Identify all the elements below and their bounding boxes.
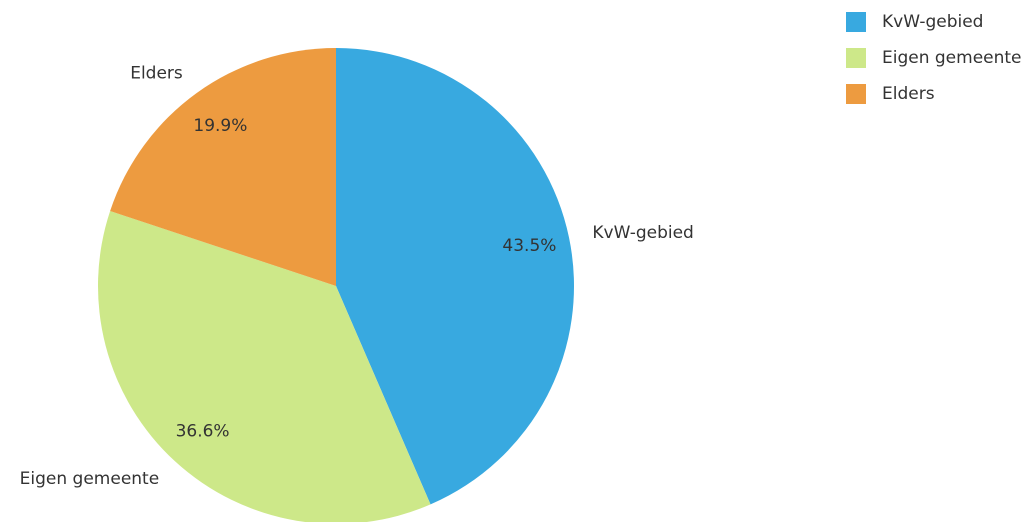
legend-swatch — [846, 84, 866, 104]
pie-slice — [336, 48, 575, 505]
slice-value-label: 36.6% — [176, 422, 230, 442]
slice-category-label: KvW-gebied — [592, 223, 693, 243]
pie-slice — [97, 211, 431, 522]
legend-label: KvW-gebied — [882, 12, 983, 32]
legend-swatch — [846, 48, 866, 68]
slice-category-label: Elders — [130, 64, 183, 84]
legend-label: Eigen gemeente — [882, 48, 1022, 68]
legend-label: Elders — [882, 84, 935, 104]
slice-value-label: 19.9% — [193, 116, 247, 136]
pie-slice — [110, 48, 337, 286]
slice-category-label: Eigen gemeente — [20, 469, 160, 489]
legend-swatch — [846, 12, 866, 32]
slice-value-label: 43.5% — [502, 236, 556, 256]
